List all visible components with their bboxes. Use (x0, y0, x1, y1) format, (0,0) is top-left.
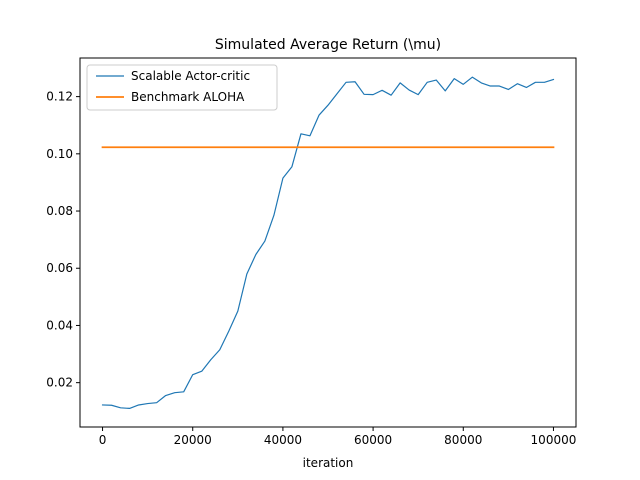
x-tick-label: 0 (99, 433, 107, 447)
legend-box (86, 64, 278, 111)
legend: Scalable Actor-critic Benchmark ALOHA (86, 64, 278, 111)
x-tick-label: 80000 (444, 433, 482, 447)
x-tick-label: 20000 (174, 433, 212, 447)
legend-label: Benchmark ALOHA (131, 90, 245, 104)
x-tick-label: 40000 (264, 433, 302, 447)
series-line-scalable-actor-critic (101, 76, 555, 410)
y-tick-label: 0.10 (46, 147, 73, 161)
plot-area: 0 20000 40000 60000 80000 100000 0.02 0.04 0.06 0… (46, 57, 577, 447)
y-tick-label: 0.08 (46, 204, 73, 218)
y-tick-label: 0.06 (46, 261, 73, 275)
y-tick-label: 0.12 (46, 90, 73, 104)
x-tick-label: 100000 (531, 433, 577, 447)
y-tick-label: 0.02 (46, 376, 73, 390)
legend-label: Scalable Actor-critic (131, 69, 250, 83)
y-tick-label: 0.04 (46, 318, 73, 332)
x-axis-label: iteration (303, 456, 354, 470)
x-tick-label: 60000 (354, 433, 392, 447)
axes-frame (79, 57, 577, 428)
chart-title: Simulated Average Return (\mu) (215, 37, 441, 53)
